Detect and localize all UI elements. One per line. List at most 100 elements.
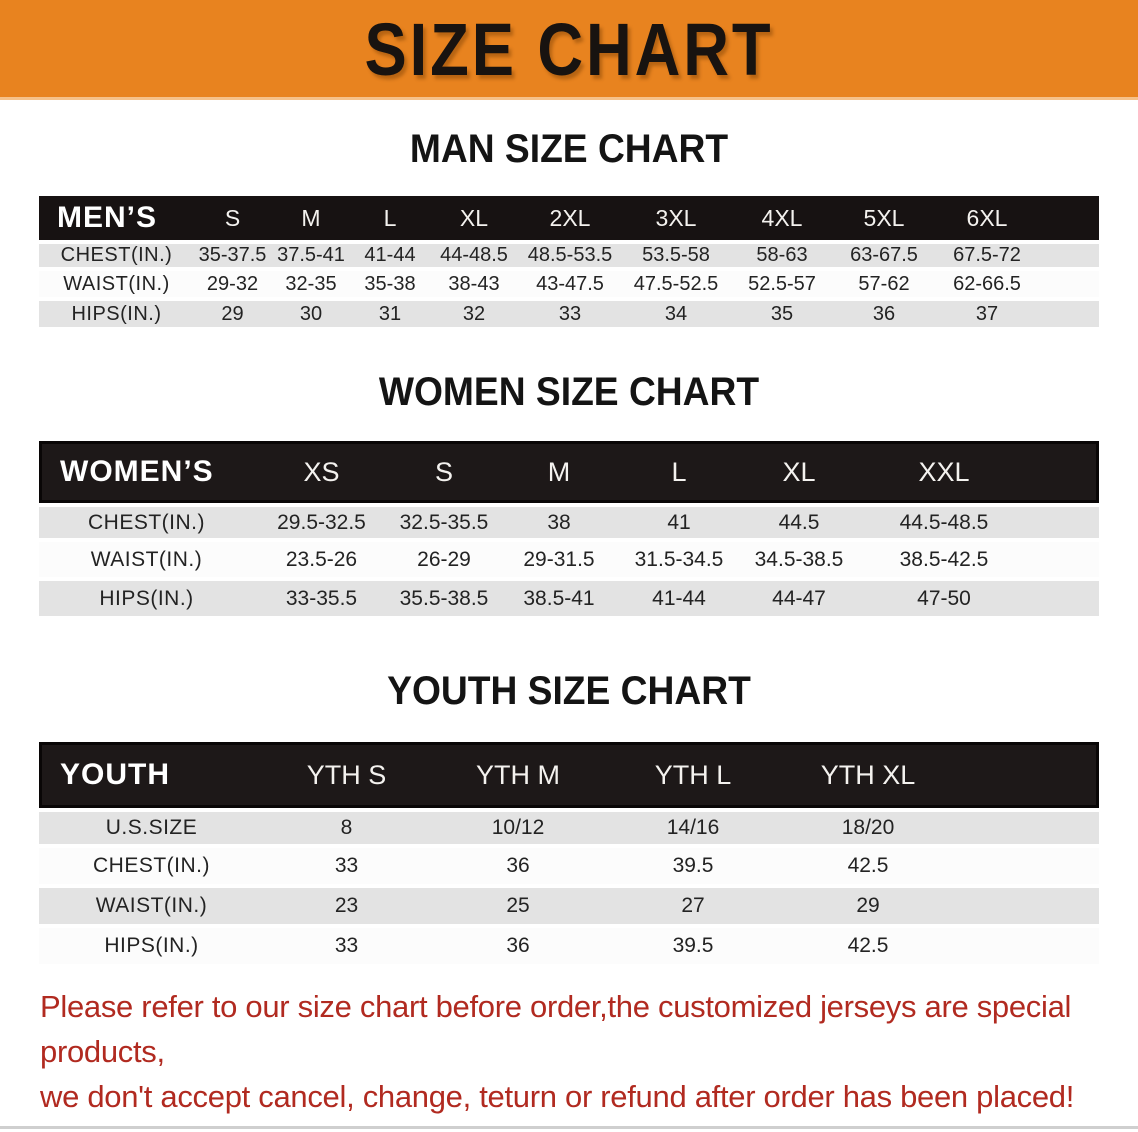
size-value: 29 (194, 301, 271, 331)
filler-cell (1039, 271, 1099, 301)
size-column-header: S (194, 196, 271, 240)
filler-cell (1039, 196, 1099, 240)
size-value: 31.5-34.5 (619, 542, 739, 581)
size-value: 23.5-26 (254, 542, 389, 581)
filler-cell (1029, 441, 1099, 503)
size-column-header: 2XL (519, 196, 621, 240)
size-value: 58-63 (731, 240, 833, 271)
bottom-divider (0, 1126, 1138, 1129)
size-value: 53.5-58 (621, 240, 731, 271)
size-value: 48.5-53.5 (519, 240, 621, 271)
size-value: 42.5 (779, 848, 957, 888)
women-size-chart-heading: WOMEN SIZE CHART (378, 370, 760, 414)
table-row: CHEST(IN.) 29.5-32.5 32.5-35.5 38 41 44.5 44.5… (39, 503, 1099, 542)
table-row: WAIST(IN.) 23 25 27 29 (39, 888, 1099, 928)
table-row: CHEST(IN.) 35-37.5 37.5-41 41-44 44-48.5 48.5… (39, 240, 1099, 271)
size-value: 36 (833, 301, 935, 331)
women-size-section: WOMEN SIZE CHART WOMEN’S XS S M L XL XXL CHEST(… (0, 369, 1138, 620)
disclaimer-line-2: we don't accept cancel, change, teturn o… (40, 1079, 1075, 1114)
size-value: 33 (264, 928, 429, 968)
filler-cell (957, 848, 1099, 888)
size-value: 29-31.5 (499, 542, 619, 581)
size-value: 47.5-52.5 (621, 271, 731, 301)
filler-cell (957, 928, 1099, 968)
size-column-header: L (619, 441, 739, 503)
size-value: 26-29 (389, 542, 499, 581)
size-value: 8 (264, 808, 429, 848)
disclaimer-text: Please refer to our size chart before or… (40, 984, 1138, 1119)
size-value: 44.5 (739, 503, 859, 542)
filler-cell (1029, 581, 1099, 620)
size-value: 47-50 (859, 581, 1029, 620)
size-value: 38-43 (429, 271, 519, 301)
filler-cell (1039, 240, 1099, 271)
row-label: WAIST(IN.) (39, 542, 254, 581)
filler-cell (957, 888, 1099, 928)
size-value: 44-48.5 (429, 240, 519, 271)
size-value: 10/12 (429, 808, 607, 848)
size-column-header: 6XL (935, 196, 1039, 240)
filler-cell (957, 742, 1099, 808)
row-label: CHEST(IN.) (39, 848, 264, 888)
size-value: 34 (621, 301, 731, 331)
table-row: WAIST(IN.) 29-32 32-35 35-38 38-43 43-47.5 47.… (39, 271, 1099, 301)
size-value: 32 (429, 301, 519, 331)
size-value: 37.5-41 (271, 240, 351, 271)
size-value: 39.5 (607, 928, 779, 968)
size-value: 27 (607, 888, 779, 928)
row-label: CHEST(IN.) (39, 240, 194, 271)
size-column-header: XS (254, 441, 389, 503)
size-value: 29.5-32.5 (254, 503, 389, 542)
size-value: 41-44 (351, 240, 429, 271)
size-column-header: 3XL (621, 196, 731, 240)
size-column-header: YTH S (264, 742, 429, 808)
womens-size-table: WOMEN’S XS S M L XL XXL CHEST(IN.) 29.5-32.5 32.5… (39, 441, 1099, 620)
size-value: 35 (731, 301, 833, 331)
size-value: 23 (264, 888, 429, 928)
size-value: 41-44 (619, 581, 739, 620)
table-corner-label: MEN’S (39, 196, 194, 240)
size-value: 36 (429, 848, 607, 888)
size-value: 67.5-72 (935, 240, 1039, 271)
size-value: 36 (429, 928, 607, 968)
size-value: 43-47.5 (519, 271, 621, 301)
row-label: WAIST(IN.) (39, 888, 264, 928)
size-value: 38 (499, 503, 619, 542)
size-column-header: YTH M (429, 742, 607, 808)
size-value: 35-37.5 (194, 240, 271, 271)
row-label: U.S.SIZE (39, 808, 264, 848)
row-label: CHEST(IN.) (39, 503, 254, 542)
size-value: 33 (264, 848, 429, 888)
size-chart-banner: SIZE CHART (0, 0, 1138, 100)
size-column-header: XL (429, 196, 519, 240)
size-column-header: 4XL (731, 196, 833, 240)
size-value: 37 (935, 301, 1039, 331)
filler-cell (1039, 301, 1099, 331)
filler-cell (1029, 503, 1099, 542)
table-corner-label: WOMEN’S (39, 441, 254, 503)
size-value: 32.5-35.5 (389, 503, 499, 542)
table-row: WAIST(IN.) 23.5-26 26-29 29-31.5 31.5-34.5 34… (39, 542, 1099, 581)
man-size-chart-heading: MAN SIZE CHART (409, 127, 729, 171)
banner-title: SIZE CHART (364, 7, 774, 90)
filler-cell (1029, 542, 1099, 581)
size-value: 52.5-57 (731, 271, 833, 301)
size-value: 33-35.5 (254, 581, 389, 620)
table-corner-label: YOUTH (39, 742, 264, 808)
size-value: 42.5 (779, 928, 957, 968)
size-value: 25 (429, 888, 607, 928)
size-column-header: S (389, 441, 499, 503)
size-value: 31 (351, 301, 429, 331)
size-value: 41 (619, 503, 739, 542)
size-value: 38.5-42.5 (859, 542, 1029, 581)
size-value: 34.5-38.5 (739, 542, 859, 581)
table-row: HIPS(IN.) 33-35.5 35.5-38.5 38.5-41 41-44 44-… (39, 581, 1099, 620)
row-label: HIPS(IN.) (39, 581, 254, 620)
size-value: 33 (519, 301, 621, 331)
size-value: 62-66.5 (935, 271, 1039, 301)
table-row: HIPS(IN.) 33 36 39.5 42.5 (39, 928, 1099, 968)
table-row: U.S.SIZE 8 10/12 14/16 18/20 (39, 808, 1099, 848)
size-value: 29 (779, 888, 957, 928)
table-row: HIPS(IN.) 29 30 31 32 33 34 35 36 37 (39, 301, 1099, 331)
size-value: 32-35 (271, 271, 351, 301)
